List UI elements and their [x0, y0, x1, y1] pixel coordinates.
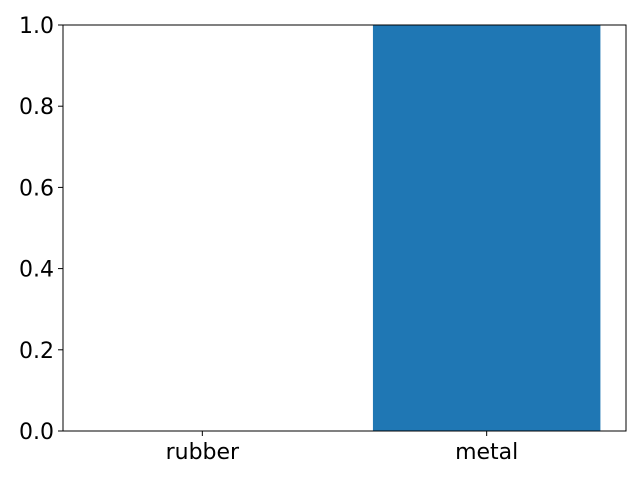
y-tick-label: 0.2 — [19, 339, 54, 364]
x-tick-label-metal: metal — [455, 440, 518, 465]
ticks-layer: 0.0 0.2 0.4 0.6 0.8 1.0 rubber metal — [19, 14, 518, 465]
y-tick-label: 0.4 — [19, 258, 54, 283]
y-tick-label: 1.0 — [19, 14, 54, 39]
bar-metal — [372, 25, 601, 431]
y-tick-label: 0.8 — [19, 95, 54, 120]
y-tick-label: 0.0 — [19, 420, 54, 445]
y-tick-label: 0.6 — [19, 176, 54, 201]
bars-layer — [372, 25, 601, 431]
axes-layer — [62, 24, 627, 432]
axes-frame — [62, 24, 627, 432]
x-tick-label-rubber: rubber — [166, 440, 240, 465]
